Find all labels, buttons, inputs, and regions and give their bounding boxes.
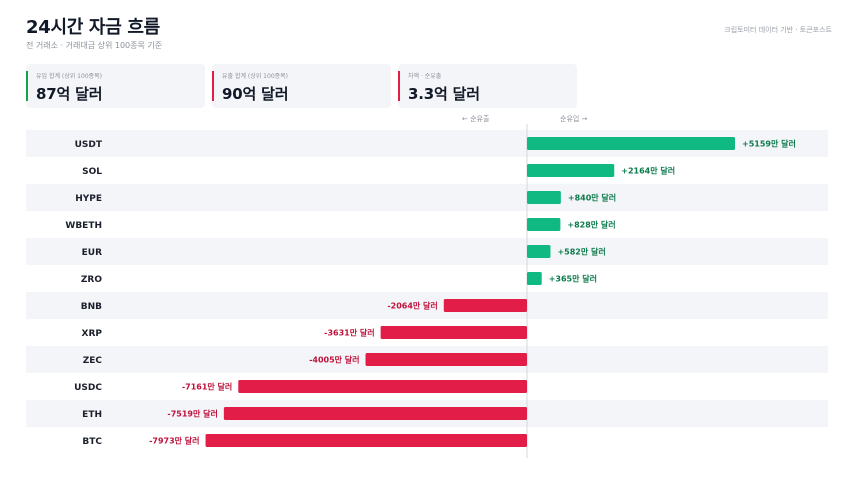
category-label: ETH — [82, 410, 102, 420]
category-label: ZEC — [83, 356, 103, 366]
source-note: 크립토미터 데이터 기반 · 토큰포스트 — [724, 26, 832, 34]
value-label: +840만 달러 — [568, 193, 616, 203]
flow-bar — [527, 245, 551, 258]
category-label: EUR — [82, 248, 102, 258]
category-label: SOL — [82, 167, 102, 177]
flow-bar — [238, 380, 528, 393]
category-label: BNB — [81, 302, 102, 312]
value-label: +5159만 달러 — [742, 139, 796, 149]
net-difference-card: 차액 · 순유출 3.3억 달러 — [398, 64, 577, 108]
inflow-direction-label: 순유입 → — [560, 115, 588, 123]
category-label: HYPE — [75, 194, 102, 204]
card-accent-bar — [212, 71, 214, 101]
value-label: -7161만 달러 — [182, 382, 232, 392]
flow-bar — [527, 191, 561, 204]
row-stripe — [26, 184, 828, 211]
row-stripe — [26, 292, 828, 319]
category-label: BTC — [82, 437, 102, 447]
row-stripe — [26, 238, 828, 265]
value-label: +582만 달러 — [557, 247, 605, 257]
flow-bar — [223, 407, 527, 420]
category-label: XRP — [82, 329, 103, 339]
value-label: -7973만 달러 — [149, 436, 199, 446]
outflow-total-card: 유출 합계 (상위 100종목) 90억 달러 — [212, 64, 391, 108]
card-value: 3.3억 달러 — [408, 85, 480, 103]
value-label: +365만 달러 — [549, 274, 597, 284]
value-label: -7519만 달러 — [167, 409, 217, 419]
flow-bar — [365, 353, 527, 366]
flow-bar — [527, 164, 615, 177]
flow-bar — [380, 326, 527, 339]
inflow-total-card: 유입 합계 (상위 100종목) 87억 달러 — [26, 64, 205, 108]
category-label: USDT — [75, 140, 103, 150]
card-accent-bar — [26, 71, 28, 101]
value-label: +2164만 달러 — [621, 166, 675, 176]
value-label: -3631만 달러 — [324, 328, 374, 338]
value-label: -4005만 달러 — [309, 355, 359, 365]
flow-bar — [527, 272, 542, 285]
page-subtitle: 전 거래소 · 거래대금 상위 100종목 기준 — [26, 41, 163, 50]
card-label: 차액 · 순유출 — [408, 73, 442, 80]
flow-bar — [527, 218, 561, 231]
category-label: WBETH — [65, 221, 102, 231]
outflow-direction-label: ← 순유출 — [462, 115, 490, 123]
card-value: 90억 달러 — [222, 85, 289, 103]
category-label: ZRO — [81, 275, 102, 285]
value-label: +828만 달러 — [567, 220, 615, 230]
page-title: 24시간 자금 흐름 — [26, 17, 160, 38]
card-label: 유입 합계 (상위 100종목) — [36, 73, 103, 80]
card-value: 87억 달러 — [36, 85, 103, 103]
category-label: USDC — [74, 383, 102, 393]
flow-bar — [443, 299, 527, 312]
card-accent-bar — [398, 71, 400, 101]
flow-bar — [205, 434, 527, 447]
card-label: 유출 합계 (상위 100종목) — [222, 73, 289, 80]
summary-cards: 유입 합계 (상위 100종목) 87억 달러 유출 합계 (상위 100종목)… — [26, 64, 577, 108]
flow-bar — [527, 137, 735, 150]
value-label: -2064만 달러 — [387, 301, 437, 311]
